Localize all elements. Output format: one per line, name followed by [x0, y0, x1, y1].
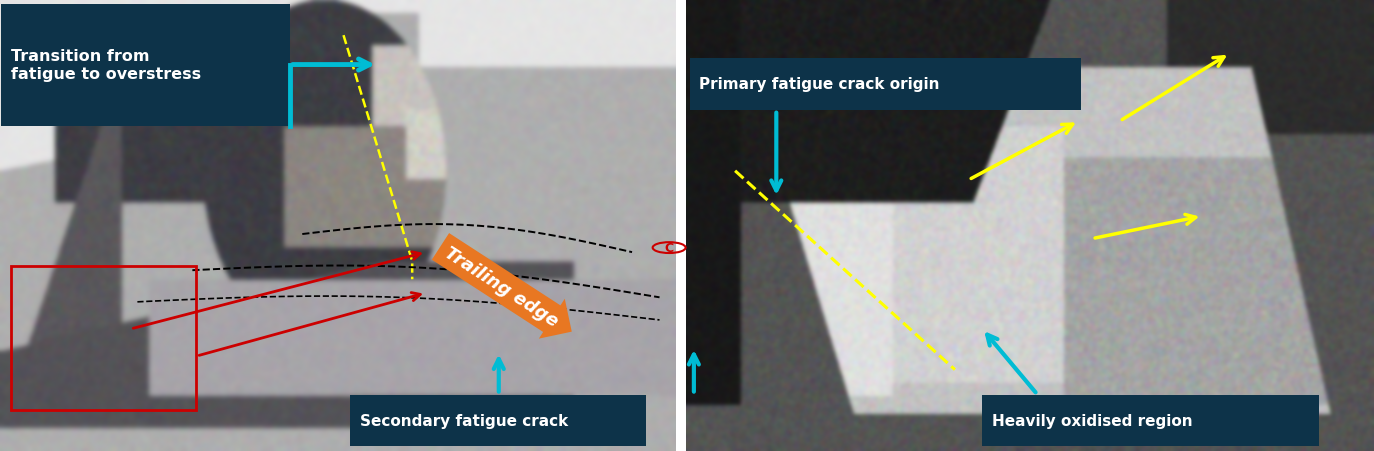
FancyBboxPatch shape — [982, 395, 1319, 446]
Text: Secondary fatigue crack: Secondary fatigue crack — [360, 413, 569, 428]
Bar — [11, 266, 196, 410]
Text: Transition from
fatigue to overstress: Transition from fatigue to overstress — [11, 49, 201, 82]
FancyBboxPatch shape — [690, 59, 1081, 110]
FancyBboxPatch shape — [1, 5, 290, 126]
Text: Primary fatigue crack origin: Primary fatigue crack origin — [699, 77, 940, 92]
Text: Heavily oxidised region: Heavily oxidised region — [992, 413, 1193, 428]
FancyBboxPatch shape — [350, 395, 646, 446]
Text: Trailing edge: Trailing edge — [441, 243, 562, 330]
Text: C: C — [665, 242, 673, 254]
